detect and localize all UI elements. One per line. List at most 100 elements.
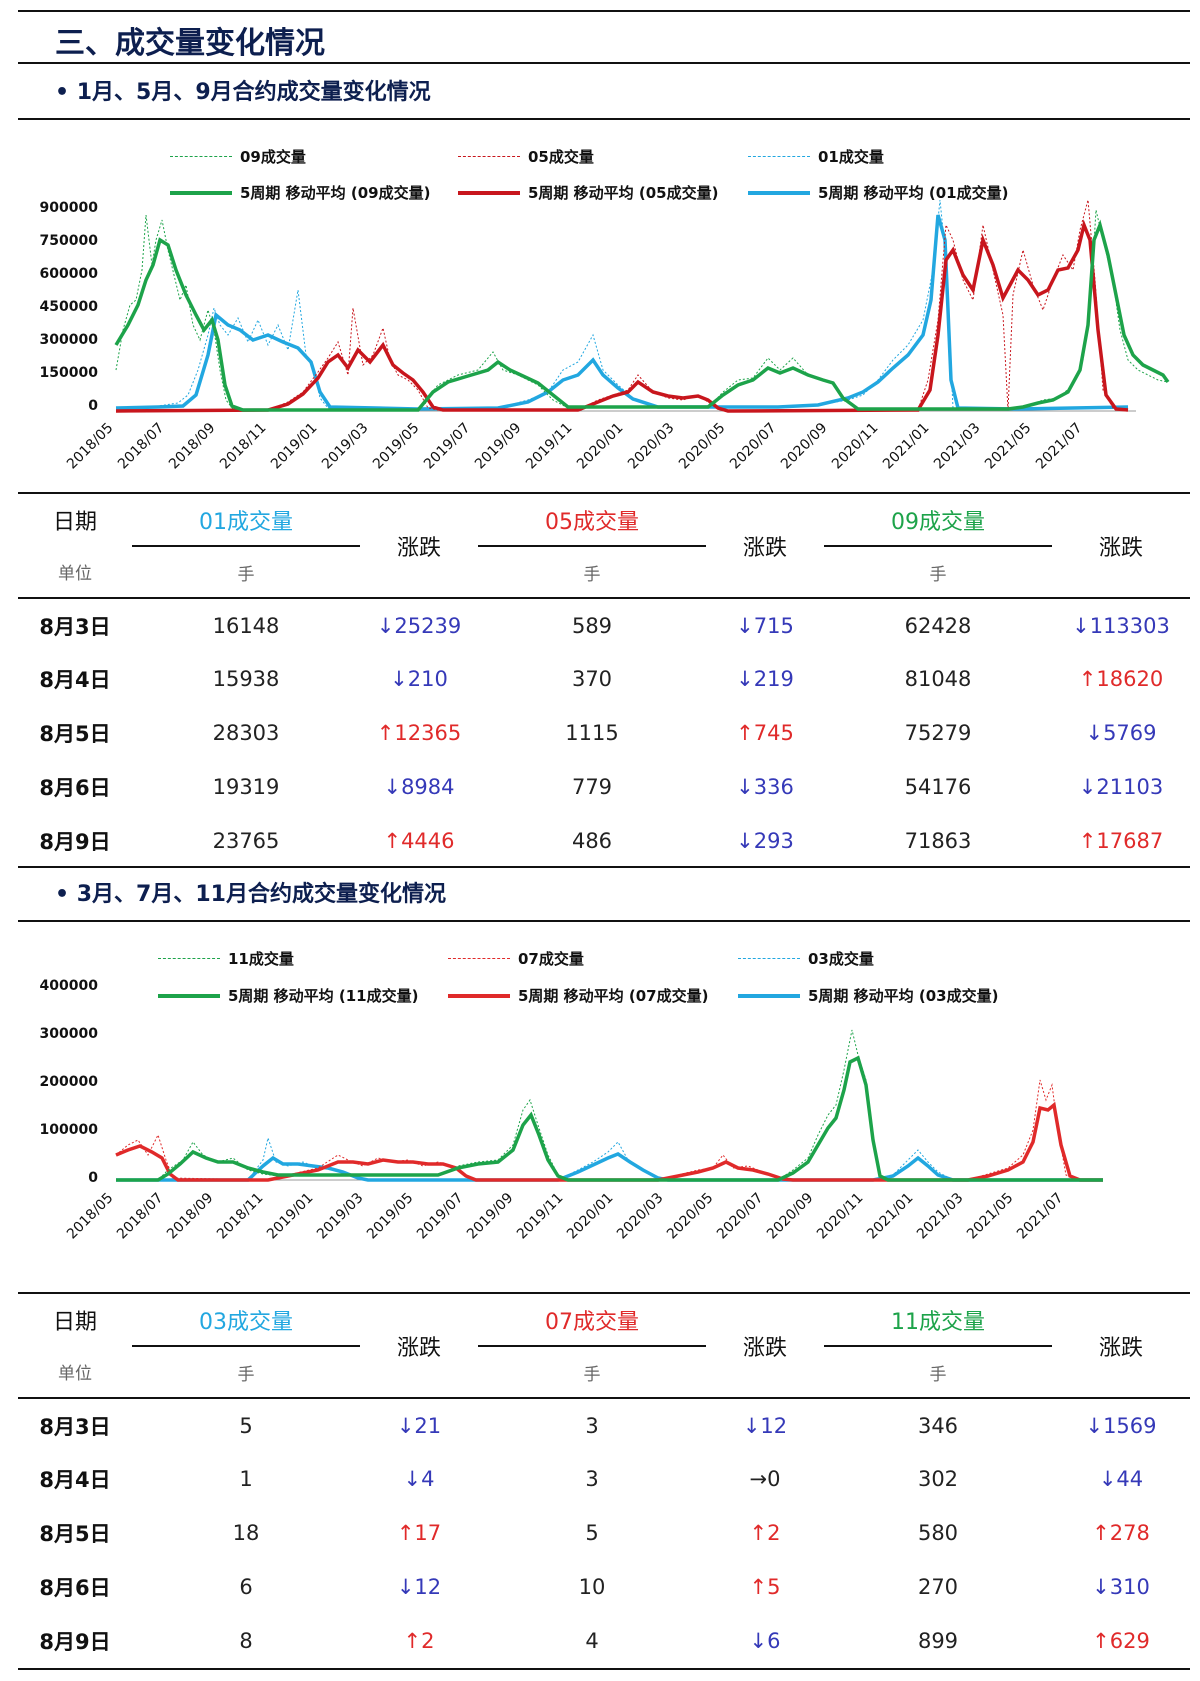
cell-change: ↓21 [396, 1413, 442, 1438]
cell-value: 589 [571, 613, 613, 638]
page-title: 三、成交量变化情况 [55, 26, 325, 61]
cell-value: 302 [917, 1467, 959, 1491]
cell-change: ↑17 [396, 1521, 442, 1545]
header-change: 涨跌 [742, 535, 787, 561]
series-01-ma [115, 214, 1129, 411]
chart-2-plot [115, 1029, 1103, 1182]
cell-change: ↓44 [1098, 1467, 1144, 1491]
cell-change: ↑18620 [1078, 667, 1164, 691]
cell-value: 18 [232, 1521, 260, 1545]
cell-change: ↓5769 [1085, 721, 1157, 745]
unit: 手 [583, 564, 601, 585]
header-change: 涨跌 [1098, 1335, 1143, 1361]
header-change: 涨跌 [742, 1335, 787, 1361]
unit-label: 单位 [58, 1364, 92, 1384]
cell-change: ↑2 [403, 1629, 435, 1653]
cell-value: 62428 [904, 613, 972, 638]
section2-subtitle: • 3月、7月、11月合约成交量变化情况 [55, 882, 446, 907]
cell-value: 28303 [212, 721, 280, 745]
cell-value: 3 [585, 1413, 599, 1438]
cell-value: 15938 [212, 667, 280, 691]
cell-change: ↓310 [1092, 1575, 1150, 1599]
cell-value: 1 [239, 1467, 253, 1491]
legend-07-volume: 07成交量 [448, 948, 584, 969]
cell-change: ↓113303 [1072, 613, 1170, 638]
unit-label: 单位 [58, 564, 92, 584]
unit: 手 [929, 1364, 947, 1385]
series-03-ma [116, 1152, 1103, 1182]
cell-value: 3 [585, 1467, 599, 1491]
cell-value: 6 [239, 1575, 253, 1599]
header-07-volume: 07成交量 [478, 1294, 706, 1347]
cell-change: ↑2 [749, 1521, 781, 1545]
row-date: 8月5日 [39, 1522, 111, 1546]
ytick: 450000 [39, 299, 98, 315]
row-date: 8月4日 [39, 1468, 111, 1492]
cell-change: ↑12365 [376, 721, 462, 745]
cell-change: ↓715 [736, 613, 794, 638]
row-date: 8月9日 [39, 1630, 111, 1654]
header-09-volume: 09成交量 [824, 494, 1052, 547]
row-date: 8月4日 [39, 668, 111, 692]
cell-value: 81048 [904, 667, 972, 691]
series-01-raw [115, 199, 1129, 410]
chart-1-plot [114, 199, 1170, 413]
legend-09-ma: 5周期 移动平均 (09成交量) [170, 182, 430, 203]
table-row: 8月9日 8 ↑2 4 ↓6 899 ↑629 [18, 1614, 1190, 1668]
cell-value: 19319 [212, 775, 280, 799]
cell-value: 370 [571, 667, 613, 691]
unit: 手 [237, 564, 255, 585]
ytick: 300000 [39, 332, 98, 348]
cell-change: ↓219 [736, 667, 794, 691]
cell-value: 4 [585, 1629, 599, 1653]
cell-value: 779 [571, 775, 613, 799]
cell-change: ↓21103 [1078, 775, 1164, 799]
table-row: 8月6日 6 ↓12 10 ↑5 270 ↓310 [18, 1560, 1190, 1614]
series-05-ma [115, 219, 1129, 413]
legend-05-volume: 05成交量 [458, 146, 594, 167]
cell-change: ↓293 [736, 829, 794, 853]
cell-value: 346 [917, 1413, 959, 1438]
cell-change: ↑629 [1092, 1629, 1150, 1653]
table-2: 日期 03成交量 涨跌 07成交量 涨跌 11成交量 涨跌 单位 手 手 手 8… [18, 1294, 1190, 1668]
unit: 手 [929, 564, 947, 585]
cell-change: ↓25239 [376, 613, 462, 638]
cell-value: 486 [571, 829, 613, 853]
cell-change: ↓210 [390, 667, 448, 691]
table-row: 8月4日 1 ↓4 3 →0 302 ↓44 [18, 1452, 1190, 1506]
header-change: 涨跌 [396, 535, 441, 561]
cell-value: 23765 [212, 829, 280, 853]
header-change: 涨跌 [1098, 535, 1143, 561]
cell-change: ↑17687 [1078, 829, 1164, 853]
ytick: 0 [88, 398, 98, 414]
legend-11-volume: 11成交量 [158, 948, 294, 969]
section1-subtitle: • 1月、5月、9月合约成交量变化情况 [55, 80, 431, 105]
cell-change: →0 [749, 1467, 781, 1491]
header-03-volume: 03成交量 [132, 1294, 360, 1347]
cell-value: 75279 [904, 721, 972, 745]
ytick: 150000 [39, 365, 98, 381]
series-07-ma [115, 1101, 1103, 1182]
chart-1: 09成交量 05成交量 01成交量 5周期 移动平均 (09成交量) 5周期 移… [18, 130, 1190, 490]
header-01-volume: 01成交量 [132, 494, 360, 547]
ytick: 600000 [39, 266, 98, 282]
series-11-ma [116, 1055, 1103, 1182]
row-date: 8月3日 [39, 614, 111, 639]
ytick: 750000 [39, 233, 98, 249]
table-row: 8月3日 5 ↓21 3 ↓12 346 ↓1569 [18, 1398, 1190, 1452]
table-row: 8月3日 16148 ↓25239 589 ↓715 62428 ↓113303 [18, 598, 1190, 652]
ytick: 400000 [39, 978, 98, 994]
header-change: 涨跌 [396, 1335, 441, 1361]
cell-value: 54176 [904, 775, 972, 799]
ytick: 300000 [39, 1026, 98, 1042]
cell-change: ↑5 [749, 1575, 781, 1599]
legend-03-volume: 03成交量 [738, 948, 874, 969]
cell-change: ↓4 [403, 1467, 435, 1491]
cell-value: 5 [239, 1413, 253, 1438]
series-05-raw [115, 199, 1129, 412]
cell-change: ↓336 [736, 775, 794, 799]
legend-01-ma: 5周期 移动平均 (01成交量) [748, 182, 1008, 203]
table-row: 8月4日 15938 ↓210 370 ↓219 81048 ↑18620 [18, 652, 1190, 706]
table-row: 8月6日 19319 ↓8984 779 ↓336 54176 ↓21103 [18, 760, 1190, 814]
cell-value: 1115 [565, 721, 619, 745]
